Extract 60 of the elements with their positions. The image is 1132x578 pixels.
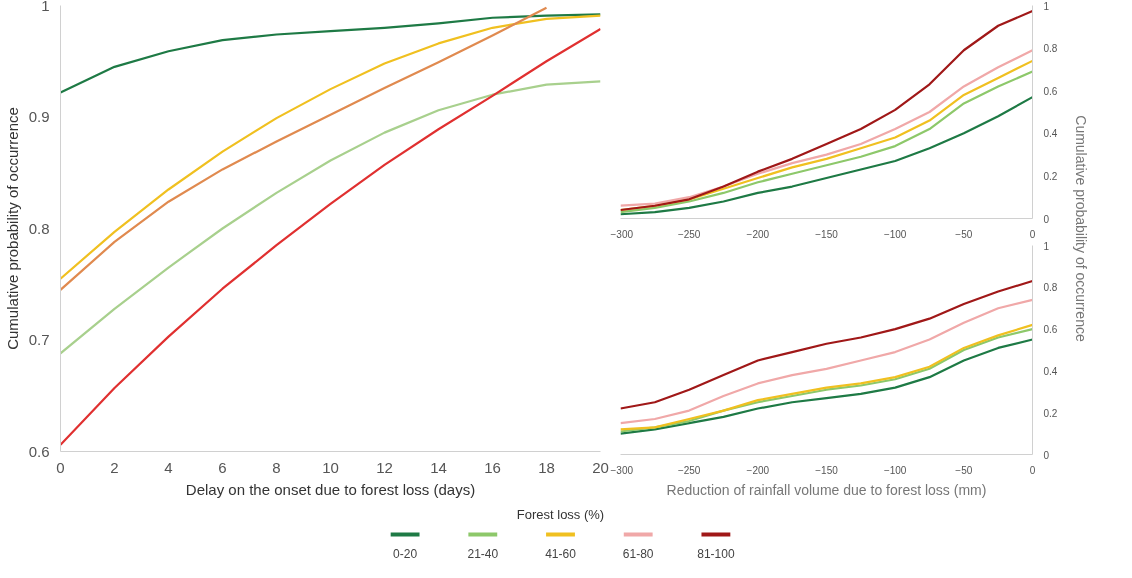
y-tick-label: 1 (1043, 0, 1050, 12)
x-tick-label: 16 (484, 458, 501, 476)
y-tick-label: 0.8 (28, 219, 50, 237)
x-tick-label: 10 (322, 458, 339, 476)
line-series (60, 80, 601, 355)
line-series (60, 13, 601, 94)
x-axis-title: Delay on the onset due to forest loss (days) (185, 480, 476, 498)
x-tick-label: 20 (592, 458, 609, 476)
y-tick-label: 0.8 (1043, 43, 1058, 55)
y-tick-label: 1 (1043, 240, 1050, 252)
y-tick-label: 0 (1043, 213, 1050, 225)
y-tick-label: 1 (41, 0, 50, 14)
line-series (60, 27, 601, 446)
x-tick-label: 0 (56, 458, 65, 476)
x-tick-label: −200 (746, 228, 770, 240)
x-tick-label: 8 (272, 458, 281, 476)
x-tick-label: −250 (677, 464, 701, 476)
legend-label: 81-100 (697, 546, 735, 561)
x-tick-label: −100 (883, 228, 907, 240)
x-tick-label: −100 (883, 464, 907, 476)
y-axis-title: Cumulative probability of occurrence (3, 107, 21, 350)
line-series (60, 14, 601, 280)
line-series (620, 279, 1033, 410)
y-tick-label: 0.6 (1043, 85, 1058, 97)
x-tick-label: 0 (1029, 228, 1036, 240)
legend-label: 21-40 (467, 546, 499, 561)
y-tick-label: 0.6 (28, 442, 50, 460)
x-tick-label: 0 (1029, 464, 1036, 476)
y-tick-label: 0 (1043, 449, 1050, 461)
y-axis-title: Cumulative probability of occurrence (1072, 115, 1089, 342)
x-tick-label: −300 (610, 228, 634, 240)
x-tick-label: −50 (955, 464, 973, 476)
x-tick-label: −300 (610, 464, 634, 476)
line-series (60, 6, 548, 291)
x-tick-label: 2 (110, 458, 119, 476)
x-tick-label: 18 (538, 458, 555, 476)
x-tick-label: 6 (218, 458, 227, 476)
line-series (620, 298, 1033, 425)
legend-label: 0-20 (393, 546, 418, 561)
y-tick-label: 0.8 (1043, 282, 1058, 294)
y-tick-label: 0.2 (1043, 407, 1058, 419)
y-tick-label: 0.2 (1043, 170, 1058, 182)
x-tick-label: 14 (430, 458, 447, 476)
y-tick-label: 0.6 (1043, 324, 1058, 336)
y-tick-label: 0.4 (1043, 128, 1058, 140)
y-tick-label: 0.4 (1043, 365, 1058, 377)
legend-label: 61-80 (622, 546, 654, 561)
x-tick-label: 4 (164, 458, 173, 476)
y-tick-label: 0.7 (28, 331, 50, 348)
x-axis-title: Reduction of rainfall volume due to forest loss (mm) (666, 481, 987, 498)
y-tick-label: 0.9 (28, 108, 50, 125)
x-tick-label: −150 (815, 464, 839, 476)
x-tick-label: 12 (376, 458, 393, 476)
x-tick-label: −50 (955, 228, 973, 240)
x-tick-label: −150 (815, 228, 839, 240)
legend-label: 41-60 (545, 546, 577, 561)
x-tick-label: −250 (677, 228, 701, 240)
line-series (620, 9, 1033, 212)
legend-title: Forest loss (%) (516, 506, 605, 522)
x-tick-label: −200 (746, 464, 770, 476)
